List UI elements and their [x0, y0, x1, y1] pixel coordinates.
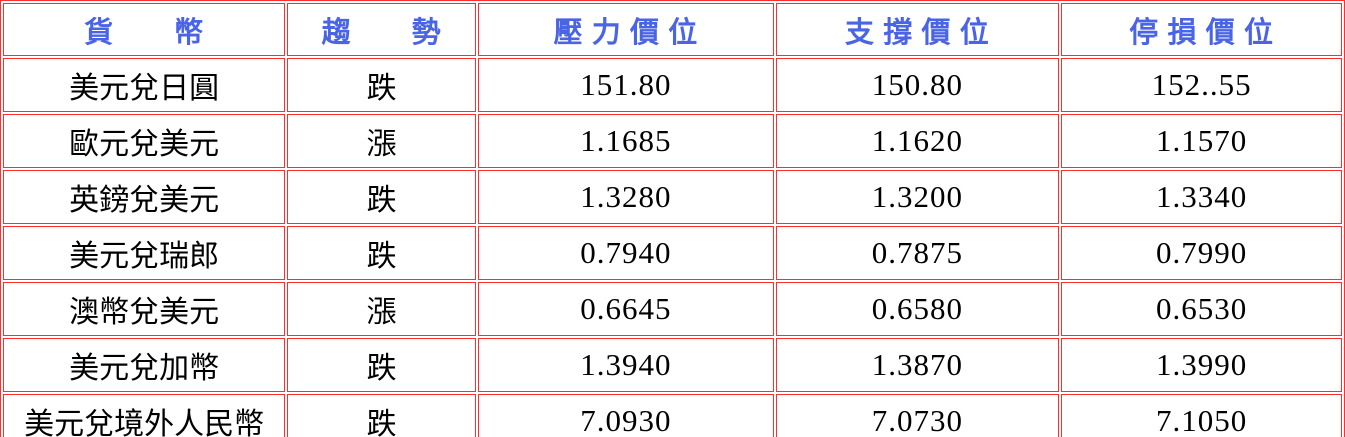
header-cell-support: 支 撐 價 位	[775, 3, 1060, 56]
stop-loss-cell: 1.1570	[1061, 114, 1342, 168]
table-row: 美元兌境外人民幣 跌 7.0930 7.0730 7.1050	[3, 394, 1342, 437]
trend-cell: 漲	[287, 282, 477, 336]
trend-cell: 跌	[287, 338, 477, 392]
header-cell-pressure: 壓 力 價 位	[478, 3, 774, 56]
trend-cell: 跌	[287, 226, 477, 280]
table-row: 英鎊兌美元 跌 1.3280 1.3200 1.3340	[3, 170, 1342, 224]
support-cell: 1.3870	[775, 338, 1060, 392]
support-cell: 0.6580	[775, 282, 1060, 336]
support-cell: 1.1620	[775, 114, 1060, 168]
currency-cell: 澳幣兌美元	[3, 282, 286, 336]
currency-cell: 美元兌加幣	[3, 338, 286, 392]
support-cell: 7.0730	[775, 394, 1060, 437]
pressure-cell: 1.3940	[478, 338, 774, 392]
currency-cell: 英鎊兌美元	[3, 170, 286, 224]
support-cell: 1.3200	[775, 170, 1060, 224]
stop-loss-cell: 1.3990	[1061, 338, 1342, 392]
currency-cell: 美元兌境外人民幣	[3, 394, 286, 437]
pressure-cell: 1.1685	[478, 114, 774, 168]
stop-loss-cell: 1.3340	[1061, 170, 1342, 224]
table-row: 澳幣兌美元 漲 0.6645 0.6580 0.6530	[3, 282, 1342, 336]
table-header-row: 貨 幣 趨 勢 壓 力 價 位 支 撐 價 位 停 損 價 位	[3, 3, 1342, 56]
trend-cell: 跌	[287, 170, 477, 224]
pressure-cell: 0.7940	[478, 226, 774, 280]
trend-cell: 跌	[287, 394, 477, 437]
trend-cell: 漲	[287, 114, 477, 168]
currency-cell: 歐元兌美元	[3, 114, 286, 168]
header-cell-currency: 貨 幣	[3, 3, 286, 56]
currency-cell: 美元兌日圓	[3, 58, 286, 112]
table-row: 美元兌瑞郎 跌 0.7940 0.7875 0.7990	[3, 226, 1342, 280]
stop-loss-cell: 7.1050	[1061, 394, 1342, 437]
trend-cell: 跌	[287, 58, 477, 112]
pressure-cell: 151.80	[478, 58, 774, 112]
currency-cell: 美元兌瑞郎	[3, 226, 286, 280]
pressure-cell: 7.0930	[478, 394, 774, 437]
header-cell-trend: 趨 勢	[287, 3, 477, 56]
support-cell: 0.7875	[775, 226, 1060, 280]
pressure-cell: 1.3280	[478, 170, 774, 224]
table-row: 歐元兌美元 漲 1.1685 1.1620 1.1570	[3, 114, 1342, 168]
stop-loss-cell: 0.6530	[1061, 282, 1342, 336]
header-cell-stop-loss: 停 損 價 位	[1061, 3, 1342, 56]
table-row: 美元兌日圓 跌 151.80 150.80 152..55	[3, 58, 1342, 112]
stop-loss-cell: 152..55	[1061, 58, 1342, 112]
support-cell: 150.80	[775, 58, 1060, 112]
stop-loss-cell: 0.7990	[1061, 226, 1342, 280]
pressure-cell: 0.6645	[478, 282, 774, 336]
table-row: 美元兌加幣 跌 1.3940 1.3870 1.3990	[3, 338, 1342, 392]
